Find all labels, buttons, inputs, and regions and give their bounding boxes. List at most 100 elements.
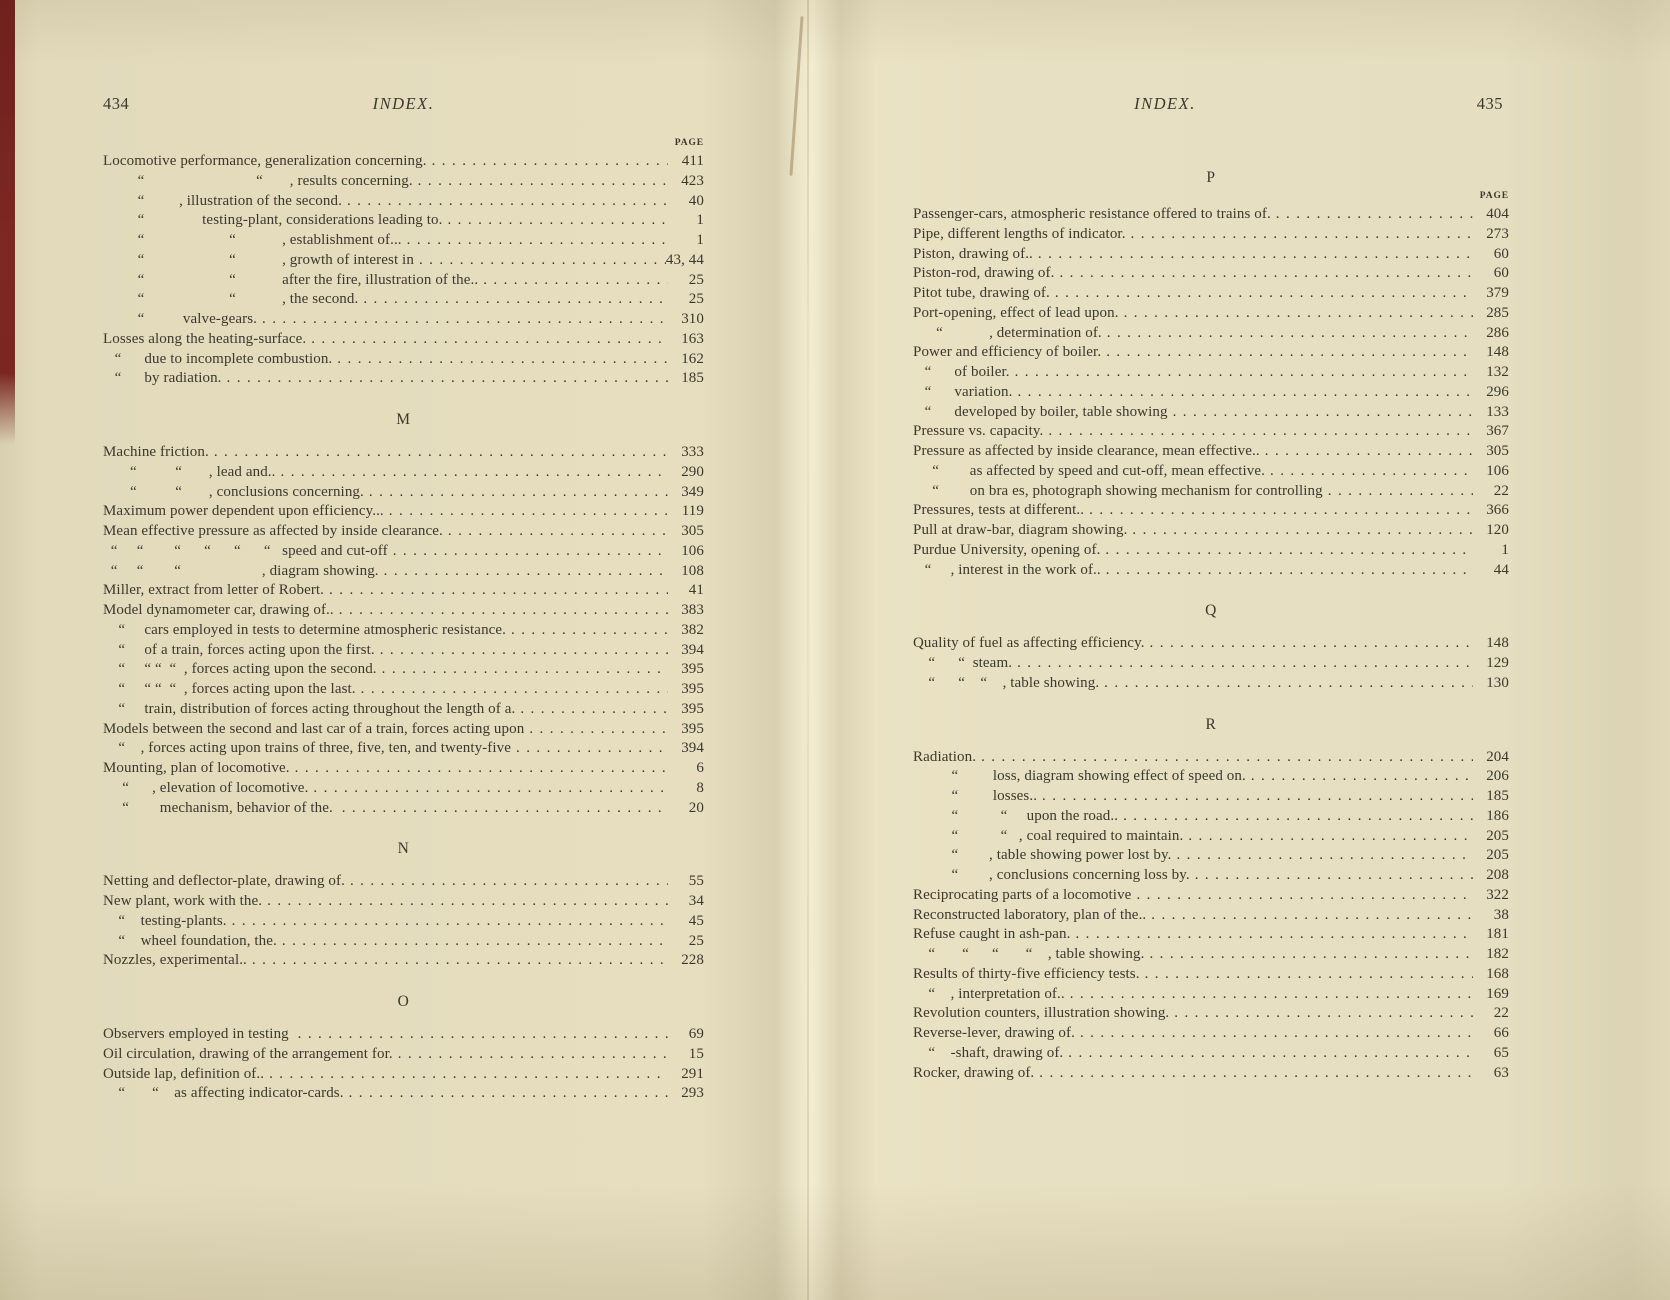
dot-leader (332, 350, 668, 370)
entry-page-number: 108 (681, 562, 704, 579)
dot-leader (1012, 383, 1473, 403)
entry-text: “ “ , growth of interest in (103, 251, 414, 268)
entry-page-number: 60 (1493, 245, 1509, 262)
index-entry: “ “ “ “ , forces acting upon the last. 39… (103, 680, 704, 700)
entry-page-number: 285 (1486, 304, 1509, 321)
index-entry: Refuse caught in ash-pan. 181 (913, 925, 1509, 945)
entry-text: Piston-rod, drawing of. (913, 265, 1055, 282)
dot-leader (1034, 1064, 1473, 1084)
dot-leader (324, 581, 668, 601)
dot-leader (1033, 245, 1473, 265)
dot-leader (511, 739, 668, 759)
index-entry: Nozzles, experimental.. 228 (103, 951, 704, 971)
index-entry: Locomotive performance, generalization c… (103, 152, 704, 172)
entry-page-number: 66 (1493, 1025, 1509, 1041)
folio-number: 435 (1476, 94, 1503, 113)
dot-leader (1084, 501, 1473, 521)
entry-page-number: 119 (681, 503, 704, 520)
entry-text: Pitot tube, drawing of. (913, 285, 1050, 301)
entry-page-number: 382 (681, 621, 704, 638)
entry-text: Radiation. (913, 748, 977, 765)
entry-text: Mean effective pressure as affected by i… (103, 523, 443, 539)
entry-page-number: 133 (1486, 403, 1509, 420)
dot-leader (1099, 674, 1473, 694)
dot-leader (506, 621, 668, 641)
entry-page-number: 206 (1486, 768, 1509, 785)
index-entry: Miller, extract from letter of Robert. 41 (103, 581, 704, 601)
dot-leader (1012, 654, 1473, 674)
entry-text: Reciprocating parts of a locomotive (913, 886, 1132, 903)
index-entry: “ -shaft, drawing of. 65 (913, 1044, 1509, 1064)
entry-text: Power and efficiency of boiler. (913, 344, 1102, 361)
entry-page-number: 43, 44 (665, 251, 704, 268)
entry-text: “ on bra es, photograph showing mechanis… (913, 482, 1323, 499)
entry-page-number: 132 (1486, 364, 1509, 380)
entry-page-number: 130 (1486, 674, 1509, 691)
index-entry: “ “ upon the road.. 186 (913, 807, 1509, 827)
index-entry: New plant, work with the. 34 (103, 892, 704, 912)
index-entry: Pressure vs. capacity. 367 (913, 422, 1509, 442)
index-entry: “ , table showing power lost by. 205 (913, 846, 1509, 866)
dot-leader (1169, 1004, 1473, 1024)
dot-leader (306, 330, 668, 350)
dot-leader (342, 192, 668, 212)
index-entry: “ , determination of. 286 (913, 324, 1509, 344)
index-entry: “ “ as affecting indicator-cards. 293 (103, 1084, 704, 1104)
entry-text: Models between the second and last car o… (103, 720, 525, 737)
index-entry: Maximum power dependent upon efficiency.… (103, 502, 704, 522)
index-entry: Passenger-cars, atmospheric resistance o… (913, 205, 1509, 225)
dot-leader (1168, 403, 1473, 423)
dot-leader (388, 542, 668, 562)
entry-page-number: 168 (1486, 965, 1509, 982)
dot-leader (1050, 284, 1473, 304)
entry-text: “ “ , results concerning. (103, 172, 413, 189)
index-entry: Model dynamometer car, drawing of.. 383 (103, 601, 704, 621)
index-entry: “ “ , establishment of... 1 (103, 231, 704, 251)
dot-leader (1070, 925, 1473, 945)
entry-page-number: 290 (681, 463, 704, 480)
dot-leader (1127, 521, 1473, 541)
index-entry: “ loss, diagram showing effect of speed … (913, 767, 1509, 787)
dot-leader (364, 483, 668, 503)
right-page: INDEX. 435 P PAGE Passenger-cars, atmosphe… (913, 94, 1509, 1083)
entry-text: “ of a train, forces acting upon the fir… (103, 641, 375, 658)
entry-text: “ losses.. (913, 788, 1038, 804)
index-entry: Oil circulation, drawing of the arrangem… (103, 1045, 704, 1065)
dot-leader (524, 720, 668, 740)
index-entry: Machine friction. 333 (103, 443, 704, 463)
entry-page-number: 208 (1486, 867, 1509, 883)
entry-text: “ “ , the second. (103, 291, 359, 308)
index-entry: “ as affected by speed and cut-off, mean… (913, 462, 1509, 482)
entry-text: “ of boiler. (913, 364, 1010, 380)
entry-page-number: 383 (681, 602, 704, 618)
dot-leader (478, 271, 668, 291)
index-entry: “ variation. 296 (913, 383, 1509, 403)
index-entry: “ losses.. 185 (913, 787, 1509, 807)
entry-text: “ as affected by speed and cut-off, mean… (913, 462, 1265, 479)
index-entry: Mean effective pressure as affected by i… (103, 522, 704, 542)
entry-page-number: 291 (681, 1065, 704, 1082)
index-entry: “ due to incomplete combustion. 162 (103, 350, 704, 370)
dot-leader (1037, 787, 1473, 807)
dot-leader (337, 799, 668, 819)
dot-leader (1271, 205, 1473, 225)
entry-text: Results of thirty-five efficiency tests. (913, 965, 1140, 982)
entry-text: “ , table showing power lost by. (913, 847, 1172, 864)
running-head: INDEX. (372, 94, 435, 113)
entry-page-number: 395 (681, 700, 704, 717)
index-entry: “ mechanism, behavior of the. 20 (103, 799, 704, 819)
entry-text: Locomotive performance, generalization c… (103, 153, 427, 169)
entry-text: “ “ , conclusions concerning. (103, 483, 364, 500)
entry-text: Machine friction. (103, 444, 209, 460)
dot-leader (377, 660, 668, 680)
dot-leader (1246, 767, 1473, 787)
index-entry: “ , conclusions concerning loss by. 208 (913, 866, 1509, 886)
index-entry: “ valve-gears. 310 (103, 310, 704, 330)
entry-text: “ , forces acting upon trains of three, … (103, 740, 511, 757)
entry-page-number: 204 (1486, 748, 1509, 765)
entry-text: “ loss, diagram showing effect of speed … (913, 768, 1246, 785)
left-page: 434 INDEX. PAGE Locomotive performance, g… (103, 94, 704, 1104)
entry-page-number: 55 (688, 873, 704, 890)
entry-text: Outside lap, definition of.. (103, 1065, 265, 1082)
index-entry: “ “ steam. 129 (913, 654, 1509, 674)
